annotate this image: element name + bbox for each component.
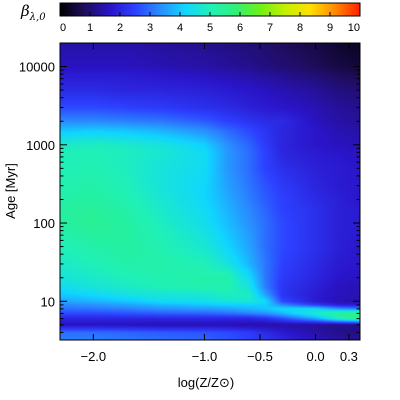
colorbar-tick-label: 10 [348, 22, 360, 34]
x-tick-label: 0.0 [307, 349, 325, 364]
y-axis-title: Age [Myr] [3, 163, 18, 219]
heatmap-image [60, 43, 360, 340]
x-tick-label: −0.5 [247, 349, 273, 364]
x-tick-label: 0.3 [340, 349, 358, 364]
x-axis-ticks: −2.0 −1.0 −0.5 0.0 0.3 [80, 43, 358, 364]
colorbar-tick-label: 1 [87, 22, 93, 34]
heatmap-area [60, 43, 360, 340]
colorbar-tick-label: 0 [60, 22, 66, 34]
colorbar-tick-label: 3 [147, 22, 153, 34]
y-tick-label: 10000 [19, 60, 55, 75]
x-tick-label: −1.0 [192, 349, 218, 364]
colorbar-ticks: 0 1 2 3 4 5 6 7 8 9 10 [59, 12, 361, 34]
colorbar-label-symbol: β [20, 2, 30, 20]
colorbar-tick-label: 4 [177, 22, 183, 34]
colorbar-tick-label: 2 [117, 22, 123, 34]
colorbar-tick-label: 8 [297, 22, 303, 34]
colorbar-label: βλ,0 [20, 2, 46, 23]
plot-frame [59, 42, 361, 341]
y-tick-label: 10 [41, 294, 55, 309]
colorbar-tick-label: 6 [237, 22, 243, 34]
y-axis-ticks: 10 100 1000 10000 [19, 42, 360, 333]
colorbar-tick-label: 7 [267, 22, 273, 34]
y-tick-label: 1000 [26, 138, 55, 153]
colorbar-tick-label: 9 [327, 22, 333, 34]
colorbar-tick-label: 5 [207, 22, 213, 34]
y-tick-label: 100 [33, 216, 55, 231]
x-tick-label: −2.0 [80, 349, 106, 364]
colorbar: 0 1 2 3 4 5 6 7 8 9 10 βλ,0 [20, 2, 361, 34]
x-axis-title: log(Z/Z⊙) [178, 375, 234, 390]
colorbar-label-subscript: λ,0 [29, 12, 47, 23]
